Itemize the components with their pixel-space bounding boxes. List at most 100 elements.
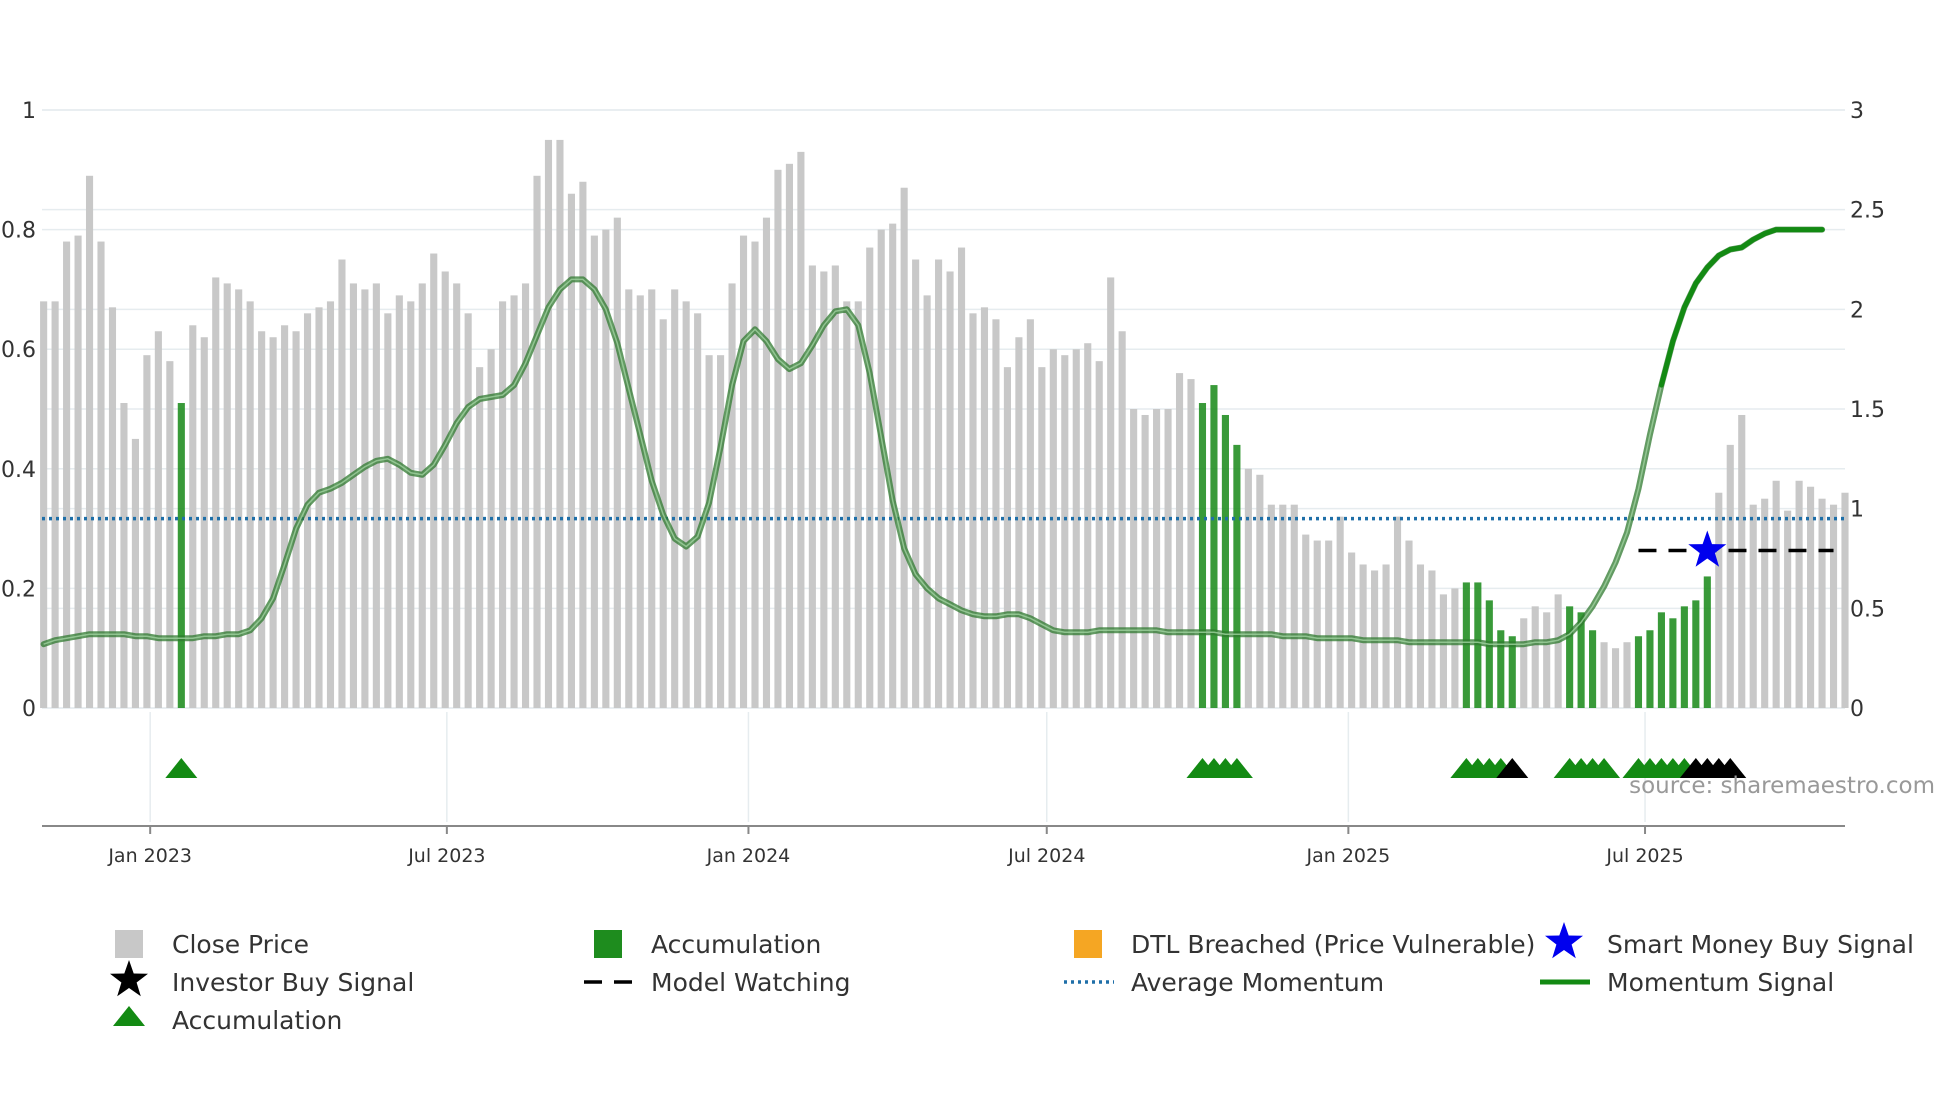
right-tick-label: 0 [1850,697,1864,722]
x-tick-label: Jul 2025 [1605,845,1683,867]
accumulation-bar [1210,385,1218,708]
close-price-bar [1267,504,1275,708]
close-price-bar [877,229,885,708]
accumulation-bar [1566,606,1574,708]
close-price-bar [751,241,759,708]
close-price-bar [1772,480,1780,708]
close-price-bar [1153,409,1161,708]
close-price-bar [1520,618,1528,708]
close-price-bar [1038,367,1046,708]
close-price-bar [418,283,426,708]
close-price-bar [889,223,897,708]
close-price-bar [154,331,162,708]
accumulation-bar [1577,612,1585,708]
accumulation-bar [1680,606,1688,708]
close-price-bar [212,277,220,708]
close-price-bar [1726,444,1734,708]
close-price-bar [476,367,484,708]
x-tick-label: Jul 2024 [1007,845,1085,867]
close-price-bar [602,229,610,708]
close-price-bar [453,283,461,708]
close-price-bar [533,175,541,708]
close-price-bar [51,301,59,708]
right-tick-label: 0.5 [1850,597,1885,622]
legend-accumulation-marker-label: Accumulation [172,1006,342,1035]
accumulation-marker [1220,758,1253,778]
close-price-bar [556,139,564,708]
close-price-bar [1451,588,1459,708]
accumulation-bar [1508,636,1516,708]
close-price-bar [40,301,48,708]
close-price-bar [625,289,633,708]
close-price-bar [1795,480,1803,708]
close-price-bar [613,217,621,708]
close-price-bar [1336,516,1344,708]
right-tick-label: 1 [1850,498,1864,523]
accumulation-marker [165,758,198,778]
close-price-bar [980,307,989,708]
close-price-bar [682,301,690,708]
close-price-bar [1187,379,1195,708]
legend-average-momentum-label: Average Momentum [1131,968,1384,997]
signal-lines [40,226,1845,648]
left-tick-label: 0.4 [1,458,36,483]
investor-buy-marker [1496,758,1529,778]
axes: 0 0.2 0.4 0.6 0.8 1 0 0.5 1 1.5 2 2.5 3 Jan 2023 Jul 2… [1,99,1935,867]
close-price-bar [579,181,587,708]
close-price-bar [636,295,644,708]
close-price-bar [1715,492,1723,708]
close-price-bar [1175,373,1184,708]
close-price-bar [1061,355,1069,708]
accumulation-bar [1589,630,1597,708]
close-price-bar [843,301,851,708]
close-price-bar [1072,349,1080,708]
close-price-bar [521,283,530,708]
close-price-bar [705,355,713,708]
left-tick-label: 0.8 [1,219,36,244]
close-price-bar [923,295,931,708]
close-price-bar [1256,474,1264,708]
close-price-bar [1611,648,1620,708]
left-tick-label: 0.6 [1,338,36,363]
close-price-bar [1359,564,1367,708]
close-price-bar [671,289,679,708]
close-price-bar [544,139,553,708]
close-price-bar [935,259,943,708]
close-price-bar [739,235,748,708]
close-price-bar [1761,498,1769,708]
close-price-bar [831,265,839,708]
legend-investor-buy-icon [110,960,148,997]
accumulation-marker [1588,758,1621,778]
close-price-bar [1130,409,1138,708]
close-price-bar [1348,552,1356,708]
close-price-bar [1325,540,1333,708]
x-tick-label: Jan 2024 [706,845,791,867]
close-price-bar [223,283,231,708]
accumulation-bar [1669,618,1677,708]
close-price-bar [1623,642,1631,708]
close-price-bar [1600,642,1608,708]
left-tick-label: 0.2 [1,577,36,602]
close-price-bar [969,313,977,708]
close-price-bar [1015,337,1023,708]
legend: Close Price Accumulation DTL Breached (Pri… [110,922,1914,1035]
close-price-bar [1807,486,1815,708]
close-price-bar [441,271,449,708]
close-price-bar [808,265,816,708]
close-price-bar [430,253,438,708]
smart-money-buy-star [1688,530,1727,567]
close-price-bar [74,235,82,708]
right-tick-label: 3 [1850,99,1864,124]
accumulation-bar [1657,612,1665,708]
close-price-bar [1279,504,1287,708]
close-price-bar [717,355,725,708]
close-price-bar [1818,498,1826,708]
close-price-bar [97,241,105,708]
close-price-bar [1290,504,1298,708]
legend-smart-money-label: Smart Money Buy Signal [1607,930,1914,959]
close-price-bar [510,295,518,708]
close-price-bar [1554,594,1562,708]
close-price-bar [487,349,495,708]
